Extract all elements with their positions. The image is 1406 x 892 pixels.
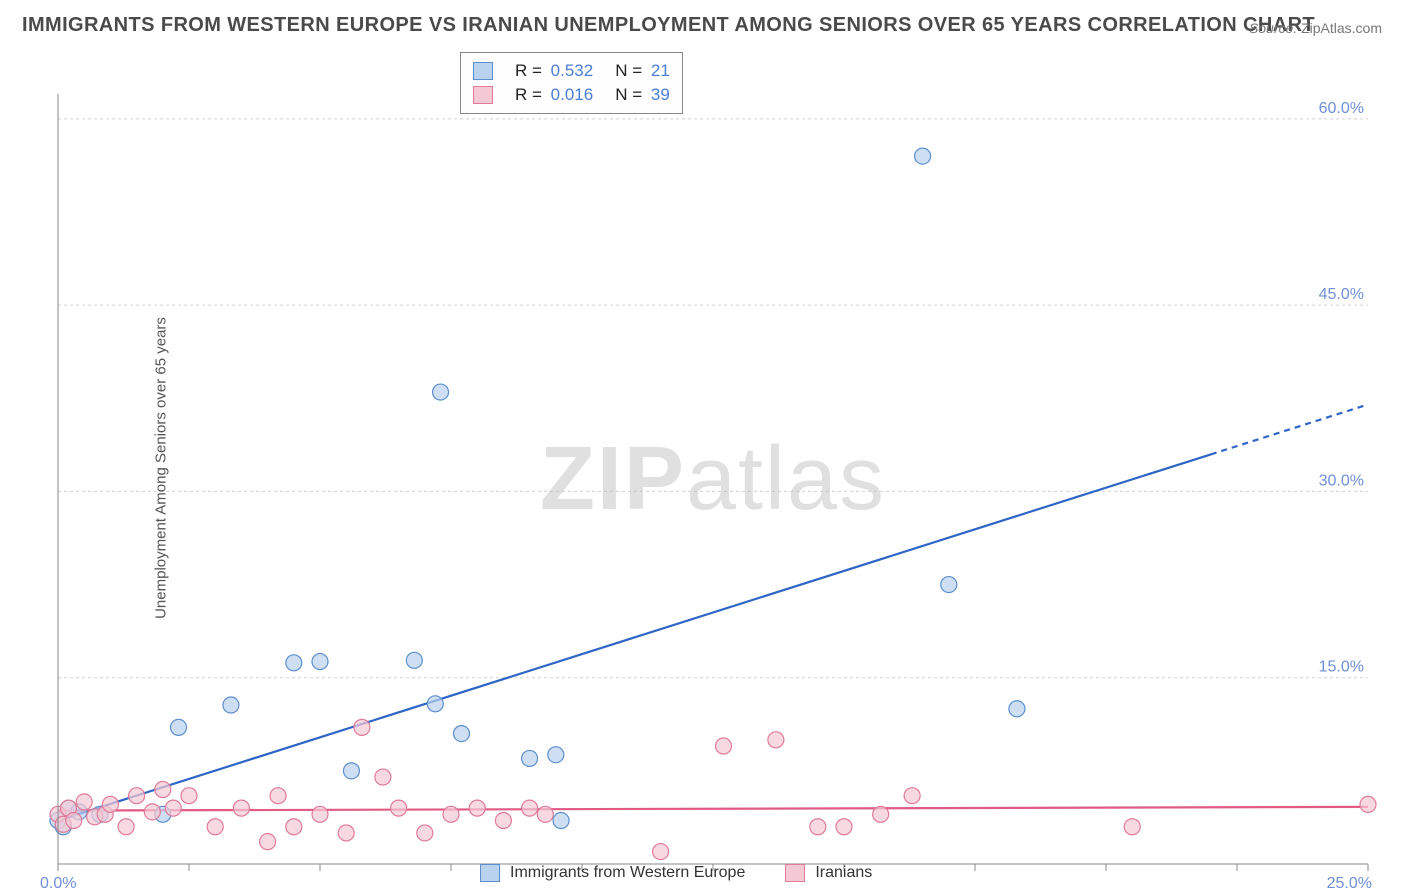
- legend-r-value: R = 0.016: [503, 85, 593, 105]
- svg-text:45.0%: 45.0%: [1319, 286, 1364, 303]
- series-legend-item: Immigrants from Western Europe: [480, 864, 745, 882]
- svg-text:15.0%: 15.0%: [1319, 659, 1364, 676]
- source-label: Source:: [1249, 20, 1297, 36]
- series-legend-label: Immigrants from Western Europe: [510, 864, 745, 882]
- series-legend-item: Iranians: [785, 864, 872, 882]
- series-legend: Immigrants from Western Europe Iranians: [480, 864, 872, 882]
- legend-swatch: [480, 864, 500, 882]
- chart-title: IMMIGRANTS FROM WESTERN EUROPE VS IRANIA…: [22, 14, 1315, 37]
- legend-n-value: N = 21: [603, 61, 670, 81]
- stats-legend-row: R = 0.016 N = 39: [473, 83, 670, 107]
- chart-source: Source: ZipAtlas.com: [1249, 20, 1382, 36]
- chart-area: Unemployment Among Seniors over 65 years…: [0, 44, 1406, 892]
- source-value: ZipAtlas.com: [1301, 20, 1382, 36]
- scatter-plot-svg: 15.0% 30.0% 45.0% 60.0% ZIPatlas 0.0% 25.0%: [0, 44, 1406, 892]
- legend-r-value: R = 0.532: [503, 61, 593, 81]
- stats-legend-row: R = 0.532 N = 21: [473, 59, 670, 83]
- svg-text:30.0%: 30.0%: [1319, 472, 1364, 489]
- series-legend-label: Iranians: [815, 864, 872, 882]
- svg-text:25.0%: 25.0%: [1327, 875, 1372, 892]
- legend-swatch: [473, 86, 493, 104]
- legend-n-value: N = 39: [603, 85, 670, 105]
- legend-swatch: [785, 864, 805, 882]
- stats-legend: R = 0.532 N = 21 R = 0.016 N = 39: [460, 52, 683, 114]
- y-axis-label: Unemployment Among Seniors over 65 years: [152, 317, 169, 619]
- legend-swatch: [473, 62, 493, 80]
- svg-text:ZIPatlas: ZIPatlas: [540, 429, 886, 529]
- svg-text:0.0%: 0.0%: [40, 875, 76, 892]
- svg-text:60.0%: 60.0%: [1319, 100, 1364, 117]
